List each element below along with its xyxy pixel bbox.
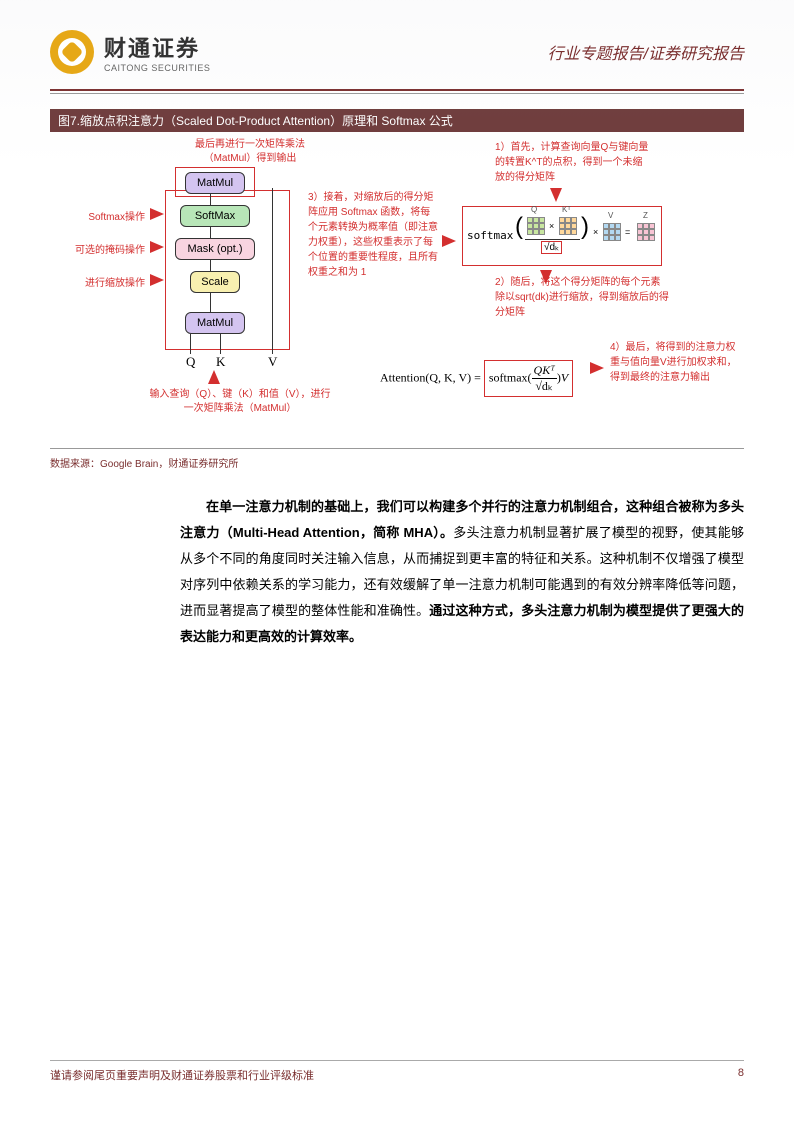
anno-top: 最后再进行一次矩阵乘法（MatMul）得到输出 <box>180 138 320 166</box>
anno-step2: 2）随后，将这个得分矩阵的每个元素除以sqrt(dk)进行缩放，得到缩放后的得分… <box>495 275 670 320</box>
arrow-softmax <box>150 208 164 220</box>
arrow-scale <box>150 274 164 286</box>
grid-kt <box>559 217 577 235</box>
block-mask: Mask (opt.) <box>175 238 255 260</box>
page-number: 8 <box>738 1067 744 1083</box>
company-name-cn: 财通证券 <box>104 31 210 63</box>
anno-step4: 4）最后，将得到的注意力权重与值向量V进行加权求和，得到最终的注意力输出 <box>610 340 740 385</box>
label-v: V <box>268 354 277 370</box>
logo-icon <box>50 30 94 74</box>
attention-diagram: 最后再进行一次矩阵乘法（MatMul）得到输出 MatMul SoftMax M… <box>50 140 744 440</box>
block-scale: Scale <box>190 271 240 293</box>
anno-step3: 3）接着，对缩放后的得分矩阵应用 Softmax 函数，将每个元素转换为概率值（… <box>308 190 438 280</box>
arrow-step4 <box>590 362 604 374</box>
document-type: 行业专题报告/证券研究报告 <box>548 40 744 64</box>
grid-z <box>637 223 655 241</box>
label-k: K <box>216 354 225 370</box>
softmax-visual-frame: softmax ( Q × Kᵀ √dₖ ) × <box>462 206 662 266</box>
company-name-en: CAITONG SECURITIES <box>104 63 210 73</box>
anno-softmax-op: Softmax操作 <box>50 208 145 223</box>
anno-mask-op: 可选的掩码操作 <box>50 241 145 256</box>
anno-bottom: 输入查询（Q）、键（K）和值（V），进行一次矩阵乘法（MatMul） <box>145 388 335 416</box>
anno-scale-op: 进行缩放操作 <box>50 274 145 289</box>
arrow-mask <box>150 241 164 253</box>
label-q: Q <box>186 354 195 370</box>
block-softmax: SoftMax <box>180 205 250 227</box>
arrow-qkv-up <box>208 370 220 384</box>
softmax-func-label: softmax <box>467 229 513 242</box>
footer-disclaimer: 谨请参阅尾页重要声明及财通证券股票和行业评级标准 <box>50 1067 314 1083</box>
grid-v <box>603 223 621 241</box>
attention-formula: Attention(Q, K, V) = softmax(QKᵀ√dₖ)V <box>380 360 573 397</box>
block-matmul-bottom: MatMul <box>185 312 245 334</box>
block-matmul-top: MatMul <box>185 172 245 194</box>
grid-q <box>527 217 545 235</box>
arrow-step1-down <box>550 188 562 202</box>
arrow-step3 <box>442 235 456 247</box>
anno-step1: 1）首先，计算查询向量Q与键向量的转置K^T的点积，得到一个未缩放的得分矩阵 <box>495 140 650 185</box>
company-logo: 财通证券 CAITONG SECURITIES <box>50 30 210 74</box>
